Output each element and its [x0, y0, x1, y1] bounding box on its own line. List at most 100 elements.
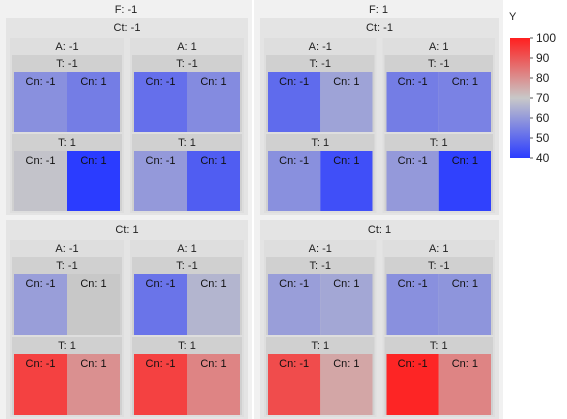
cell-label-cn: Cn: -1 — [398, 76, 428, 88]
facet-header-t: T: 1 — [178, 340, 196, 352]
facet-header-t: T: -1 — [56, 58, 77, 70]
heatmap-cell — [268, 151, 321, 211]
heatmap-cell — [320, 151, 373, 211]
heatmap-cell — [386, 354, 439, 415]
cell-label-cn: Cn: 1 — [200, 358, 226, 370]
heatmap-cell — [386, 274, 439, 335]
heatmap-cell — [187, 151, 240, 211]
facet-header-a: A: -1 — [55, 243, 78, 255]
cell-label-cn: Cn: -1 — [279, 76, 309, 88]
heatmap-cell — [187, 274, 240, 335]
cell-label-cn: Cn: -1 — [146, 358, 176, 370]
cell-label-cn: Cn: 1 — [452, 155, 478, 167]
facet-header-a: A: 1 — [429, 41, 449, 53]
legend-tick-label: 50 — [536, 131, 550, 145]
heatmap-cell — [187, 354, 240, 415]
heatmap-cell — [67, 151, 120, 211]
facet-header-t: T: 1 — [58, 340, 76, 352]
cell-label-cn: Cn: -1 — [279, 278, 309, 290]
facet-header-t: T: 1 — [178, 137, 196, 149]
legend-tick-label: 60 — [536, 111, 550, 125]
heatmap-cell — [438, 274, 491, 335]
heatmap-cell — [14, 274, 67, 335]
heatmap-cell — [320, 274, 373, 335]
cell-label-cn: Cn: -1 — [279, 358, 309, 370]
cell-label-cn: Cn: -1 — [279, 155, 309, 167]
facet-header-t: T: -1 — [176, 58, 197, 70]
heatmap-cell — [386, 151, 439, 211]
cell-label-cn: Cn: -1 — [398, 155, 428, 167]
facet-header-f: F: -1 — [115, 4, 138, 16]
facet-header-t: T: 1 — [430, 340, 448, 352]
cell-label-cn: Cn: 1 — [80, 76, 106, 88]
facet-header-ct: Ct: -1 — [114, 22, 141, 34]
cell-label-cn: Cn: -1 — [398, 358, 428, 370]
legend-title: Y — [509, 11, 517, 23]
facet-header-f: F: 1 — [369, 4, 388, 16]
heatmap-cell — [320, 354, 373, 415]
heatmap-cell — [438, 151, 491, 211]
cell-label-cn: Cn: -1 — [146, 278, 176, 290]
cell-label-cn: Cn: 1 — [333, 76, 359, 88]
facet-header-t: T: -1 — [428, 260, 449, 272]
heatmap-cell — [438, 354, 491, 415]
cell-label-cn: Cn: -1 — [398, 278, 428, 290]
cell-label-cn: Cn: 1 — [333, 278, 359, 290]
cell-label-cn: Cn: -1 — [26, 358, 56, 370]
facet-header-t: T: -1 — [310, 58, 331, 70]
cell-label-cn: Cn: 1 — [452, 76, 478, 88]
facet-header-a: A: -1 — [309, 243, 332, 255]
cell-label-cn: Cn: -1 — [146, 155, 176, 167]
legend-tick-label: 40 — [536, 151, 550, 165]
cell-label-cn: Cn: 1 — [80, 278, 106, 290]
heatmap-cell — [268, 274, 321, 335]
heatmap-cell — [14, 151, 67, 211]
legend-tick-label: 80 — [536, 71, 550, 85]
facet-header-t: T: -1 — [310, 260, 331, 272]
heatmap-cell — [134, 151, 187, 211]
heatmap-cell — [14, 354, 67, 415]
facet-header-t: T: -1 — [428, 58, 449, 70]
heatmap-cell — [320, 72, 373, 132]
heatmap-cell — [134, 274, 187, 335]
facet-header-t: T: 1 — [58, 137, 76, 149]
facet-header-a: A: 1 — [177, 243, 197, 255]
facet-header-a: A: 1 — [177, 41, 197, 53]
facet-header-t: T: 1 — [311, 340, 329, 352]
legend-tick-label: 100 — [536, 31, 556, 45]
cell-label-cn: Cn: -1 — [146, 76, 176, 88]
cell-label-cn: Cn: 1 — [333, 155, 359, 167]
facet-header-t: T: 1 — [430, 137, 448, 149]
heatmap-cell — [14, 72, 67, 132]
cell-label-cn: Cn: 1 — [80, 358, 106, 370]
heatmap-cell — [187, 72, 240, 132]
facet-header-t: T: -1 — [176, 260, 197, 272]
legend-tick-label: 90 — [536, 51, 550, 65]
cell-label-cn: Cn: -1 — [26, 76, 56, 88]
cell-label-cn: Cn: -1 — [26, 155, 56, 167]
heatmap-cell — [438, 72, 491, 132]
legend-tick-label: 70 — [536, 91, 550, 105]
facet-header-t: T: -1 — [56, 260, 77, 272]
heatmap-cell — [268, 72, 321, 132]
facet-header-a: A: -1 — [55, 41, 78, 53]
heatmap-cell — [67, 354, 120, 415]
cell-label-cn: Cn: 1 — [80, 155, 106, 167]
cell-label-cn: Cn: 1 — [333, 358, 359, 370]
facet-header-a: A: -1 — [309, 41, 332, 53]
facet-header-a: A: 1 — [429, 243, 449, 255]
heatmap-cell — [268, 354, 321, 415]
heatmap-cell — [67, 274, 120, 335]
facet-header-ct: Ct: 1 — [115, 224, 138, 236]
heatmap-cell — [134, 72, 187, 132]
legend-color-bar — [510, 38, 530, 158]
facet-header-ct: Ct: 1 — [368, 224, 391, 236]
cell-label-cn: Cn: 1 — [200, 278, 226, 290]
cell-label-cn: Cn: 1 — [200, 155, 226, 167]
facet-header-t: T: 1 — [311, 137, 329, 149]
heatmap-cell — [134, 354, 187, 415]
heatmap-cell — [386, 72, 439, 132]
heatmap-cell — [67, 72, 120, 132]
cell-label-cn: Cn: 1 — [200, 76, 226, 88]
